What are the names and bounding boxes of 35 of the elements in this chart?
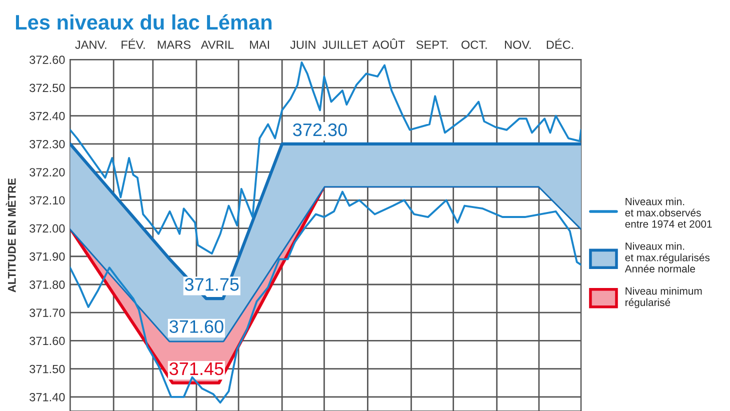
x-tick-label: MARS [158, 40, 190, 49]
legend-label: Niveaux min. et max.observés entre 1974 et 2001 [625, 198, 712, 228]
x-tick-label: NOV. [504, 40, 531, 49]
y-tick-label: 371.70 [30, 308, 65, 317]
y-tick-label: 372.60 [30, 56, 65, 64]
y-tick-label: 371.60 [30, 336, 65, 346]
annotation: 371.60 [170, 320, 224, 333]
x-tick-label: OCT. [462, 40, 487, 49]
y-tick-label: 371.50 [30, 364, 65, 374]
annotation: 372.30 [293, 123, 347, 136]
x-tick-label: JANV. [75, 40, 106, 49]
x-tick-label: DÉC. [546, 38, 574, 49]
y-tick-label: 372.20 [30, 168, 65, 176]
x-tick-label: MAI [250, 40, 270, 49]
line-series [70, 190, 582, 404]
y-tick-label: 371.40 [30, 392, 65, 402]
y-tick-label: 371.80 [30, 280, 65, 289]
legend-label: Niveaux min. et max.régularisés Année normale [624, 242, 710, 272]
annotation: 371.75 [184, 278, 239, 291]
chart-title: Les niveaux du lac Léman [16, 14, 272, 30]
y-tick-label: 372.10 [30, 196, 65, 205]
x-tick-label: AVRIL [200, 40, 234, 49]
annotation: 371.45 [170, 362, 224, 376]
y-tick-label: 371.90 [30, 252, 65, 261]
x-tick-label: FÉV. [122, 38, 145, 49]
y-tick-label: 372.30 [30, 140, 65, 148]
x-tick-label: SEPT. [416, 40, 448, 49]
y-axis-title: ALTITUDE EN MÈTRE [6, 178, 16, 292]
legend-label: Niveau minimum régularisé [626, 287, 702, 308]
y-tick-label: 372.40 [30, 112, 65, 120]
x-tick-label: JUILLET [322, 40, 368, 49]
x-tick-label: AOÛT [372, 38, 405, 49]
y-tick-label: 372.50 [30, 84, 65, 92]
y-tick-label: 372.00 [30, 224, 65, 233]
x-tick-label: JUIN [290, 40, 316, 49]
